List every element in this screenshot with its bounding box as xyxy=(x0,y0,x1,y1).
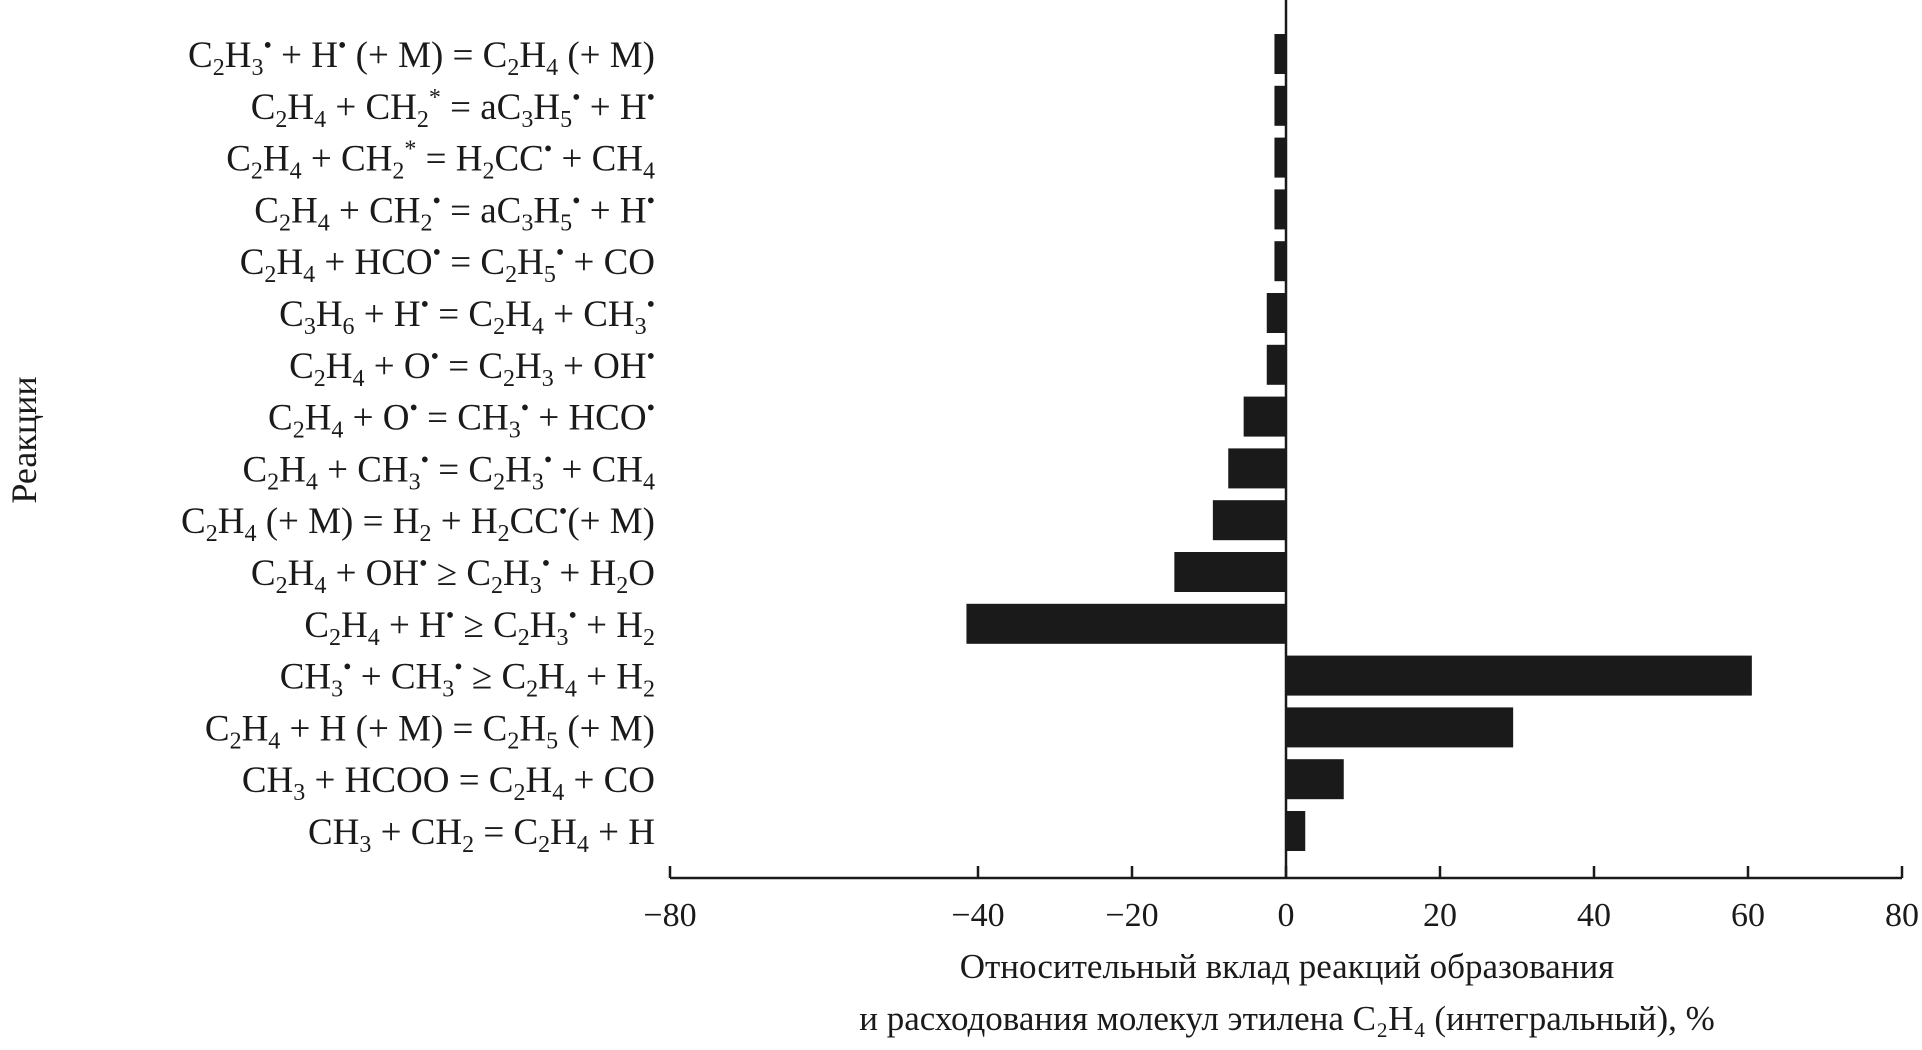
bar-0 xyxy=(1274,34,1286,74)
category-label-10: C2​H4​ + OH•​ ≥ C2​H3​•​ + H2​O xyxy=(251,551,655,599)
x-tick-label: 0 xyxy=(1278,897,1295,934)
bar-10 xyxy=(1174,552,1286,592)
x-tick-label: 80 xyxy=(1885,897,1919,934)
bar-6 xyxy=(1266,344,1286,385)
bar-15 xyxy=(1286,811,1306,851)
bar-13 xyxy=(1286,707,1514,748)
x-axis-title-line2: и расходования молекул этилена C₂H₄ (инт… xyxy=(859,999,1715,1038)
bar-7 xyxy=(1243,396,1286,437)
axes-group xyxy=(668,0,1904,880)
x-axis-title-line1: Относительный вклад реакций образования xyxy=(960,947,1615,986)
category-label-15: CH3​ + CH2​ = C2​H4​ + H xyxy=(308,812,655,858)
category-label-11: C2​H4​ + H•​ ≥ C2​H3​•​ + H2​ xyxy=(304,603,655,651)
bar-8 xyxy=(1228,448,1286,489)
bars-group xyxy=(966,34,1752,851)
x-tick-labels: −80 −40 −20 0 20 40 60 80 xyxy=(643,897,1919,934)
bar-14 xyxy=(1286,759,1344,800)
x-tick-label: 40 xyxy=(1577,897,1611,934)
category-label-7: C2​H4​ + O•​ = CH3​•​ + HCO•​ xyxy=(268,396,655,444)
bar-11 xyxy=(966,603,1286,644)
y-axis-title: Реакции xyxy=(4,376,44,503)
bar-5 xyxy=(1266,293,1286,333)
category-label-4: C2​H4​ + HCO•​ = C2​H5​•​ + CO xyxy=(240,240,655,288)
category-label-0: C2​H3​•​ + H•​ (+ M) = C2​H4​ (+ M) xyxy=(188,33,655,81)
x-tick-label: −20 xyxy=(1105,897,1158,934)
category-label-12: CH3​•​ + CH3​•​ ≥ C2​H4​ + H2​ xyxy=(280,655,655,703)
category-labels: C2​H3​•​ + H•​ (+ M) = C2​H4​ (+ M)C2​H4… xyxy=(181,33,655,858)
category-label-9: C2​H4​ (+ M) = H2​ + H2​CC•​(+ M) xyxy=(181,499,655,547)
category-label-3: C2​H4​ + CH2​•​ = aC3​H5​•​ + H•​ xyxy=(254,188,655,236)
category-label-1: C2​H4​ + CH2​*​ = aC3​H5​•​ + H•​ xyxy=(251,85,655,133)
category-label-5: C3​H6​ + H•​ = C2​H4​ + CH3​•​ xyxy=(279,292,655,340)
bar-4 xyxy=(1274,241,1286,282)
bar-2 xyxy=(1274,137,1286,178)
x-tick-label: 60 xyxy=(1731,897,1765,934)
bar-9 xyxy=(1212,500,1286,541)
category-label-13: C2​H4​ + H (+ M) = C2​H5​ (+ M) xyxy=(205,708,655,754)
x-tick-label: −80 xyxy=(643,897,696,934)
bar-12 xyxy=(1286,655,1752,696)
bar-1 xyxy=(1274,85,1286,126)
category-label-6: C2​H4​ + O•​ = C2​H3​ + OH•​ xyxy=(289,344,655,392)
bar-3 xyxy=(1274,189,1286,230)
category-label-14: CH3​ + HCOO = C2​H4​ + CO xyxy=(242,760,655,806)
x-tick-label: 20 xyxy=(1423,897,1457,934)
x-tick-label: −40 xyxy=(951,897,1004,934)
category-label-8: C2​H4​ + CH3​•​ = C2​H3​•​ + CH4​ xyxy=(242,447,655,495)
category-label-2: C2​H4​ + CH2​*​ = H2​CC•​ + CH4​ xyxy=(226,137,655,185)
